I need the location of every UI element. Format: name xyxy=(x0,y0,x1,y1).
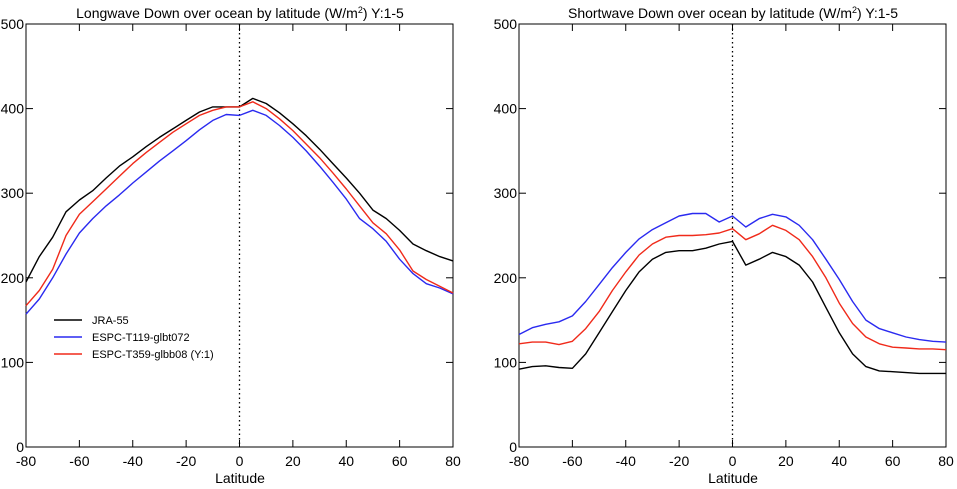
longwave-panel: Longwave Down over ocean by latitude (W/… xyxy=(1,5,461,486)
shortwave-y-tick-label: 300 xyxy=(494,185,518,201)
legend-label-3: ESPC-T359-glbb08 (Y:1) xyxy=(92,349,214,361)
shortwave-x-tick-label: 40 xyxy=(831,453,847,469)
longwave-y-tick-label: 300 xyxy=(1,185,25,201)
longwave-series-line-2 xyxy=(25,109,454,315)
longwave-title-sup: 2 xyxy=(358,5,363,15)
shortwave-x-tick-label: -40 xyxy=(616,453,636,469)
shortwave-x-tick-label: -60 xyxy=(562,453,582,469)
shortwave-ticks: -80 -60 -40 -20 0 20 40 60 80 0 100 200 300 400 500 xyxy=(494,16,954,469)
shortwave-y-tick-label: 400 xyxy=(494,101,518,117)
shortwave-series-line-2 xyxy=(518,212,947,343)
longwave-x-tick-label: -80 xyxy=(16,453,36,469)
longwave-x-tick-label: 80 xyxy=(445,453,461,469)
longwave-y-tick-label: 0 xyxy=(16,439,24,455)
longwave-x-tick-label: 60 xyxy=(392,453,408,469)
shortwave-y-tick-label: 0 xyxy=(509,439,517,455)
longwave-y-tick-label: 400 xyxy=(1,101,25,117)
longwave-y-tick-label: 200 xyxy=(1,270,25,286)
longwave-xlabel: Latitude xyxy=(215,470,265,486)
shortwave-x-tick-label: 20 xyxy=(778,453,794,469)
longwave-x-tick-label: 20 xyxy=(285,453,301,469)
shortwave-series-line-3 xyxy=(518,224,947,351)
shortwave-x-tick-label: 80 xyxy=(938,453,954,469)
longwave-x-tick-label: 40 xyxy=(338,453,354,469)
longwave-x-tick-label: -40 xyxy=(123,453,143,469)
shortwave-series-line-1 xyxy=(518,240,946,375)
legend-label-2: ESPC-T119-glbt072 xyxy=(92,332,190,344)
shortwave-xlabel: Latitude xyxy=(708,470,758,486)
longwave-legend: JRA-55 ESPC-T119-glbt072 ESPC-T359-glbb08 … xyxy=(54,315,214,361)
shortwave-x-tick-label: 0 xyxy=(729,453,737,469)
shortwave-title-sup: 2 xyxy=(852,5,857,15)
shortwave-x-tick-label: -80 xyxy=(509,453,529,469)
longwave-title: Longwave Down over ocean by latitude (W/… xyxy=(76,5,404,21)
longwave-ticks: -80 -60 -40 -20 0 20 40 60 80 0 100 200 300 400 500 xyxy=(1,16,461,469)
legend-label-1: JRA-55 xyxy=(92,315,129,327)
longwave-series-line-3 xyxy=(25,101,454,307)
shortwave-y-tick-label: 100 xyxy=(494,354,518,370)
longwave-marks xyxy=(25,24,454,447)
shortwave-panel: Shortwave Down over ocean by latitude (W… xyxy=(494,5,954,486)
shortwave-y-tick-label: 200 xyxy=(494,270,518,286)
longwave-y-tick-label: 100 xyxy=(1,354,25,370)
shortwave-x-tick-label: 60 xyxy=(885,453,901,469)
longwave-x-tick-label: -60 xyxy=(69,453,89,469)
longwave-x-tick-label: 0 xyxy=(236,453,244,469)
longwave-y-tick-label: 500 xyxy=(1,16,25,32)
shortwave-title: Shortwave Down over ocean by latitude (W… xyxy=(568,5,898,21)
shortwave-x-tick-label: -20 xyxy=(669,453,689,469)
longwave-title-suffix: ) Y:1-5 xyxy=(363,5,404,21)
longwave-x-tick-label: -20 xyxy=(176,453,196,469)
shortwave-marks xyxy=(518,24,947,447)
shortwave-y-tick-label: 500 xyxy=(494,16,518,32)
shortwave-title-suffix: ) Y:1-5 xyxy=(857,5,898,21)
